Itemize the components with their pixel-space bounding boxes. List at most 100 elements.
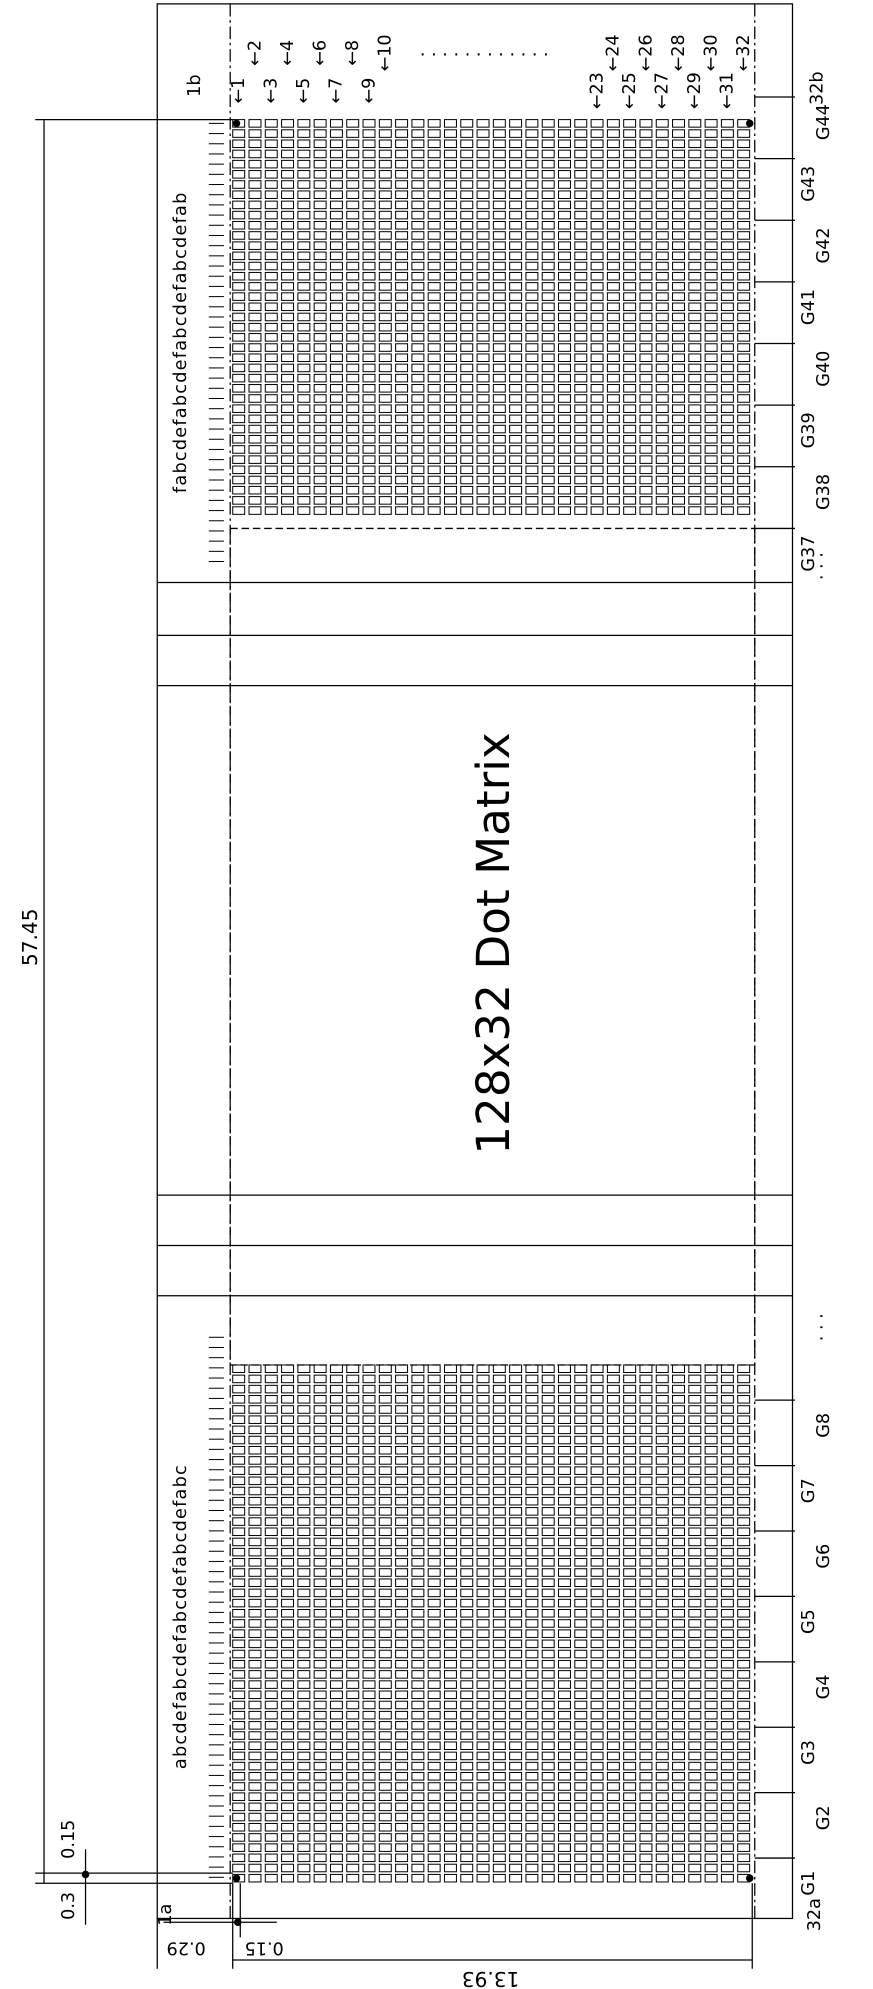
- dot: [460, 1507, 474, 1516]
- dot: [313, 1364, 327, 1374]
- dot: [688, 282, 702, 291]
- dot: [476, 1507, 490, 1516]
- dot: [509, 1670, 523, 1679]
- dot: [378, 1568, 392, 1577]
- dot: [720, 1782, 734, 1791]
- dot: [492, 200, 506, 210]
- dot: [362, 1476, 376, 1486]
- dot: [720, 1812, 734, 1822]
- dot: [443, 424, 457, 434]
- dot: [737, 1374, 751, 1384]
- dot: [492, 1873, 506, 1883]
- column-label: ←6: [310, 40, 330, 66]
- dot: [720, 1537, 734, 1547]
- dot: [672, 1374, 686, 1384]
- dot: [720, 1456, 734, 1465]
- column-label: ←26: [636, 34, 656, 71]
- dot: [541, 1547, 555, 1557]
- dot: [704, 322, 718, 332]
- dot: [329, 1812, 343, 1822]
- dot: [525, 1863, 539, 1873]
- dot: [558, 170, 571, 179]
- dot: [492, 292, 506, 301]
- dot: [232, 231, 246, 240]
- dot: [460, 1690, 474, 1700]
- dot: [639, 1598, 653, 1608]
- dot: [427, 1568, 441, 1577]
- dot: [541, 485, 555, 495]
- dot: [623, 180, 637, 189]
- dot: [443, 1374, 457, 1384]
- dot: [411, 170, 425, 179]
- dot: [623, 129, 637, 138]
- dot: [378, 322, 392, 332]
- dot: [574, 1802, 588, 1812]
- dot: [720, 496, 734, 505]
- dot: [362, 1772, 376, 1781]
- dot: [492, 119, 506, 128]
- dot: [297, 353, 311, 363]
- dot: [313, 210, 327, 220]
- dot: [688, 343, 702, 352]
- dot: [378, 231, 392, 240]
- dot: [297, 1822, 311, 1832]
- dot: [492, 404, 506, 413]
- dot: [720, 1802, 734, 1812]
- dot: [297, 221, 311, 230]
- dot: [346, 1486, 360, 1496]
- dot: [395, 1822, 409, 1832]
- dot: [411, 465, 425, 475]
- dot: [492, 1364, 506, 1374]
- dot: [476, 1517, 490, 1526]
- dot: [443, 1547, 457, 1557]
- dot: [378, 404, 392, 413]
- dot: [720, 1649, 734, 1659]
- dot: [297, 506, 311, 515]
- dot: [525, 373, 539, 383]
- dot: [378, 1466, 392, 1475]
- dot: [623, 1680, 637, 1689]
- dot: [737, 1853, 751, 1863]
- dot: [443, 1690, 457, 1700]
- dot: [704, 1772, 718, 1781]
- dot: [509, 1537, 523, 1547]
- dot: [443, 1527, 457, 1537]
- dot: [590, 271, 604, 281]
- dot: [427, 241, 441, 250]
- dot: [411, 424, 425, 434]
- dot: [574, 1629, 588, 1638]
- dot: [378, 455, 392, 464]
- dot: [639, 210, 653, 220]
- dot: [525, 1802, 539, 1812]
- dot: [655, 333, 669, 342]
- column-label: ←2: [245, 40, 265, 66]
- dot: [329, 159, 343, 169]
- dot: [329, 1710, 343, 1720]
- dot: [329, 210, 343, 220]
- dot: [590, 1731, 604, 1740]
- dot: [509, 1486, 523, 1496]
- dot: [411, 1659, 425, 1669]
- dot: [623, 1364, 637, 1374]
- dot: [558, 1425, 571, 1435]
- column-label: ←25: [620, 72, 640, 109]
- dot: [281, 261, 295, 271]
- dot: [329, 1863, 343, 1873]
- dot: [395, 1873, 409, 1883]
- dot: [411, 373, 425, 383]
- dot: [248, 1639, 262, 1649]
- dot: [525, 1425, 539, 1435]
- dot: [427, 1445, 441, 1455]
- dot: [476, 190, 490, 199]
- dot: [248, 1761, 262, 1771]
- dot: [248, 282, 262, 291]
- dot: [558, 1364, 571, 1374]
- dot: [264, 1384, 278, 1394]
- dot: [362, 414, 376, 424]
- dot: [460, 1731, 474, 1740]
- dot: [623, 1772, 637, 1781]
- dot: [720, 1598, 734, 1608]
- dot: [443, 1629, 457, 1638]
- dot: [329, 180, 343, 189]
- column-label: ←31: [718, 72, 738, 109]
